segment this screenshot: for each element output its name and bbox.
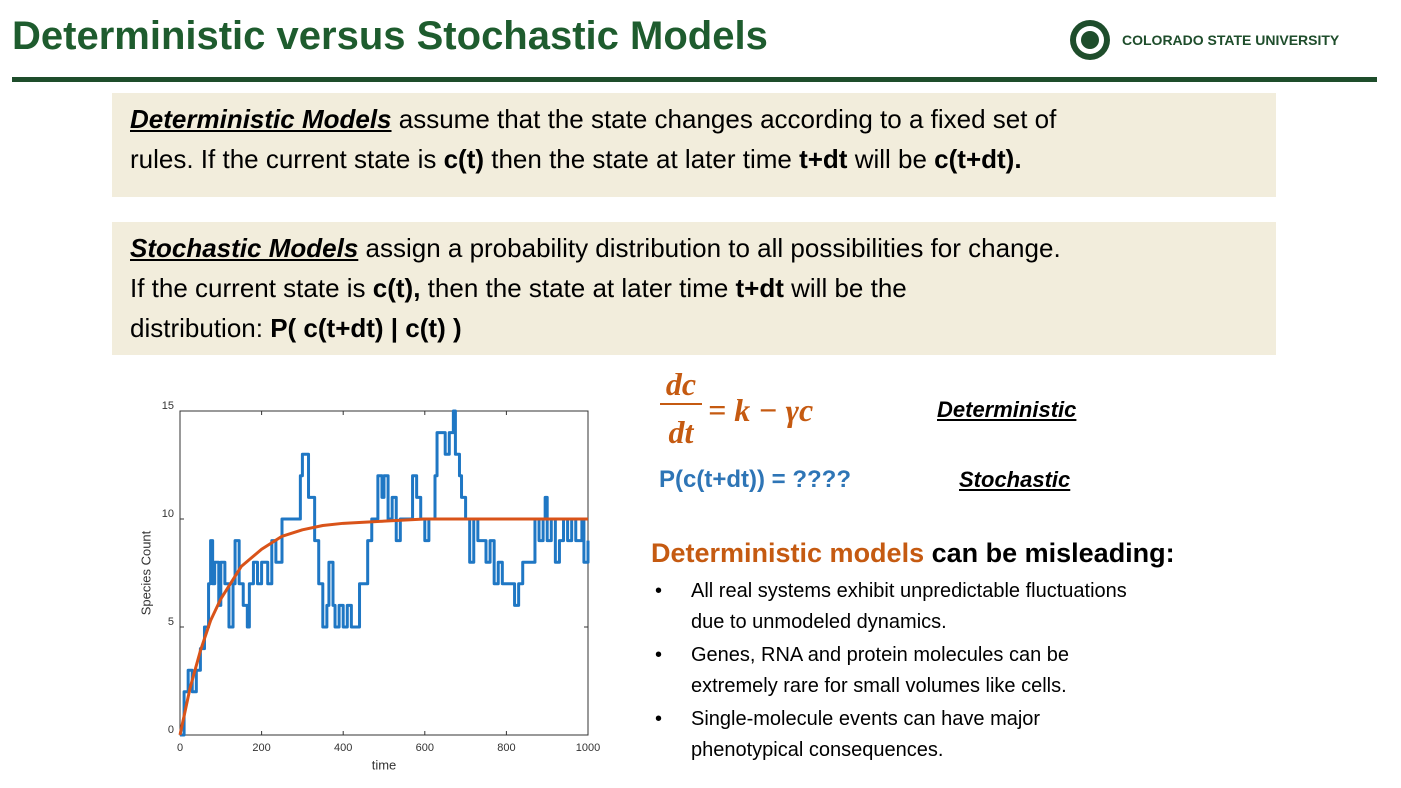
slide-title: Deterministic versus Stochastic Models <box>12 14 768 58</box>
y-tick-label: 15 <box>162 400 174 412</box>
stochastic-label: Stochastic <box>959 467 1071 492</box>
series-line <box>180 409 590 737</box>
bullet-line: All real systems exhibit unpredictable f… <box>691 580 1127 602</box>
y-axis-label: Species Count <box>138 530 153 615</box>
heading-colored: Deterministic models <box>651 538 925 568</box>
y-tick-label: 5 <box>168 616 174 628</box>
title-rule <box>12 77 1377 82</box>
text: If the current state is <box>130 273 373 303</box>
text: P( c(t+dt) | c(t) ) <box>270 313 462 343</box>
x-tick-label: 1000 <box>576 742 600 754</box>
text: c(t+dt). <box>934 144 1022 174</box>
eq-rhs: = k − γc <box>708 392 814 428</box>
text: t+dt <box>799 144 848 174</box>
x-tick-label: 600 <box>416 742 434 754</box>
bullet-line: extremely rare for small volumes like ce… <box>691 675 1067 697</box>
bullet: • All real systems exhibit unpredictable … <box>651 576 1271 638</box>
bullet-list: • All real systems exhibit unpredictable … <box>651 576 1271 768</box>
term: Stochastic Models <box>130 233 359 263</box>
bullet-dot: • <box>655 644 663 666</box>
text: assign a probability distribution to all… <box>358 233 1061 263</box>
bullet-line: Genes, RNA and protein molecules can be <box>691 644 1069 666</box>
text: then the state at later time <box>484 144 800 174</box>
bullet-dot: • <box>655 580 663 602</box>
y-tick-label: 10 <box>162 508 174 520</box>
x-tick-label: 800 <box>497 742 515 754</box>
text: t+dt <box>735 273 784 303</box>
deterministic-label: Deterministic <box>937 397 1077 422</box>
chart: 0 200 400 600 800 1000 0 5 10 15 time Species Count <box>138 400 600 773</box>
bullet-line: phenotypical consequences. <box>691 739 944 761</box>
misleading-heading: Deterministic models can be misleading: <box>651 538 1175 569</box>
logo-text: COLORADO STATE UNIVERSITY <box>1122 32 1340 48</box>
text: then the state at later time <box>420 273 736 303</box>
bullet-dot: • <box>655 708 663 730</box>
bullet-line: Single-molecule events can have major <box>691 708 1041 730</box>
x-tick-label: 200 <box>252 742 270 754</box>
text: c(t), <box>372 273 421 303</box>
text: distribution: <box>130 313 271 343</box>
x-tick-label: 0 <box>177 742 183 754</box>
logo-icon <box>1070 20 1110 60</box>
term: Deterministic Models <box>130 104 392 134</box>
text: rules. If the current state is <box>130 144 444 174</box>
text: assume that the state changes according … <box>391 104 1057 134</box>
eq-denominator: dt <box>668 414 694 450</box>
deterministic-box: Deterministic Models assume that the sta… <box>112 93 1276 197</box>
text: will be <box>847 144 935 174</box>
x-tick-label: 400 <box>334 742 352 754</box>
y-tick-label: 0 <box>168 724 174 736</box>
plot-frame <box>179 410 589 736</box>
text: will be the <box>783 273 907 303</box>
stochastic-box: Stochastic Models assign a probability d… <box>112 222 1276 355</box>
x-axis-label: time <box>372 757 397 772</box>
series-line <box>178 517 588 736</box>
bullet: • Single-molecule events can have major ph… <box>651 704 1271 766</box>
eq-numerator: dc <box>660 366 702 405</box>
stochastic-eq: P(c(t+dt)) = ???? <box>659 466 851 493</box>
heading-rest: can be misleading: <box>924 538 1175 568</box>
bullet-line: due to unmodeled dynamics. <box>691 611 947 633</box>
bullet: • Genes, RNA and protein molecules can be… <box>651 640 1271 702</box>
text: c(t) <box>443 144 485 174</box>
